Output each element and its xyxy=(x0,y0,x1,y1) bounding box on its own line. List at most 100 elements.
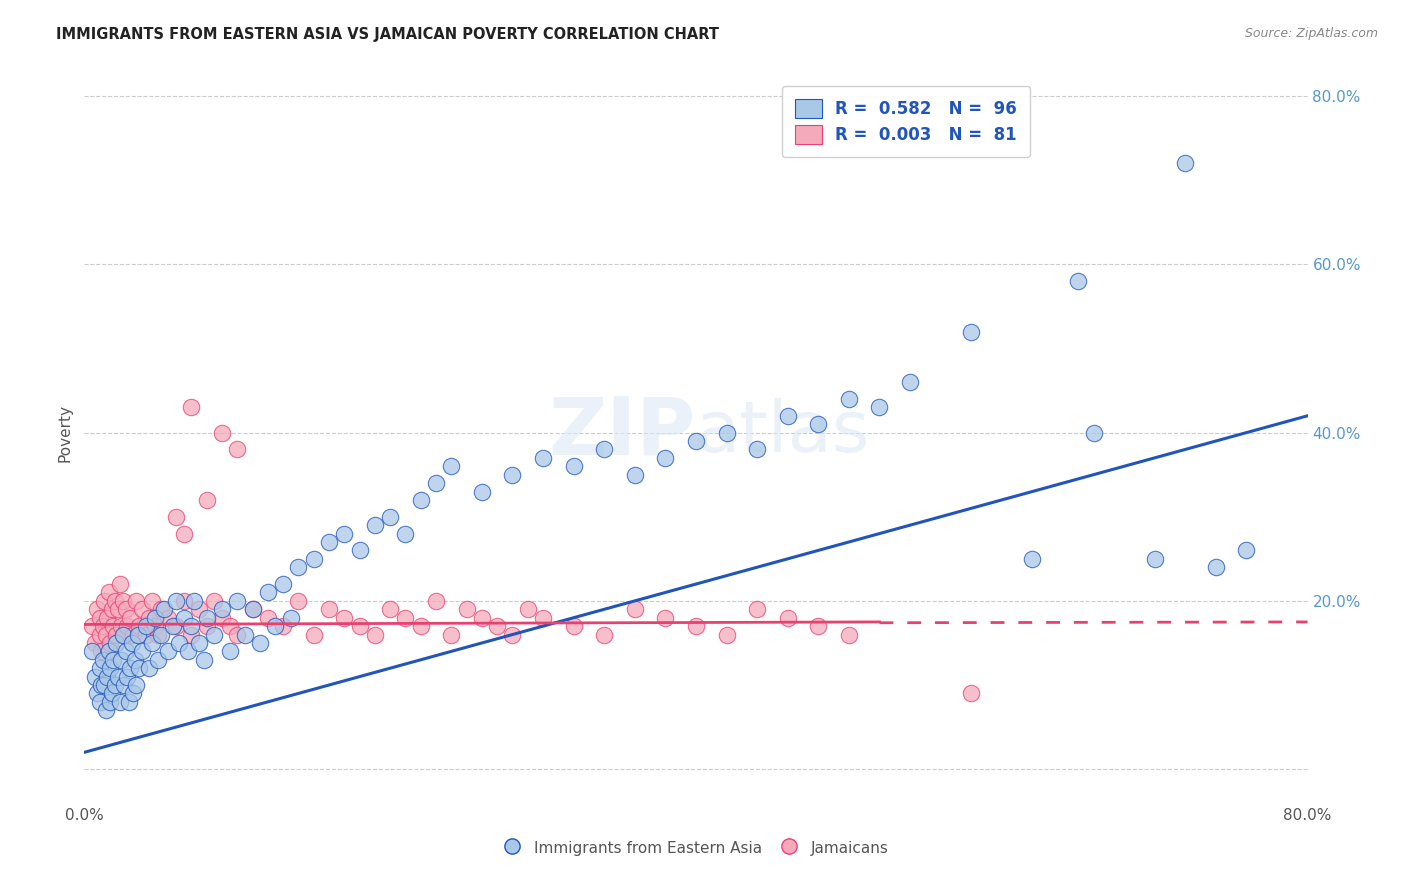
Point xyxy=(502,467,524,482)
Point xyxy=(394,526,416,541)
Point xyxy=(115,619,138,633)
Point xyxy=(173,610,195,624)
Point xyxy=(111,594,134,608)
Point xyxy=(125,594,148,608)
Point xyxy=(776,610,799,624)
Point xyxy=(1236,543,1258,558)
Point xyxy=(98,695,121,709)
Point xyxy=(90,644,112,658)
Text: ZIP: ZIP xyxy=(548,393,696,472)
Point xyxy=(380,602,402,616)
Point xyxy=(120,661,142,675)
Point xyxy=(271,619,294,633)
Point xyxy=(173,526,195,541)
Text: atlas: atlas xyxy=(696,398,870,467)
Point xyxy=(218,619,240,633)
Point xyxy=(807,417,830,432)
Point xyxy=(287,560,309,574)
Point xyxy=(141,636,163,650)
Point xyxy=(177,644,200,658)
Point xyxy=(105,636,128,650)
Point xyxy=(108,695,131,709)
Point xyxy=(593,442,616,457)
Point xyxy=(195,619,218,633)
Point xyxy=(716,627,738,641)
Point xyxy=(531,610,554,624)
Point xyxy=(271,577,294,591)
Point xyxy=(226,594,249,608)
Point xyxy=(80,619,103,633)
Point xyxy=(1143,551,1166,566)
Point xyxy=(180,627,202,641)
Point xyxy=(91,653,114,667)
Point xyxy=(218,644,240,658)
Point xyxy=(188,636,211,650)
Point xyxy=(93,594,115,608)
Point xyxy=(349,619,371,633)
Point xyxy=(103,653,125,667)
Point xyxy=(146,653,169,667)
Point xyxy=(118,695,141,709)
Point xyxy=(685,434,707,448)
Point xyxy=(94,703,117,717)
Point xyxy=(89,661,111,675)
Point xyxy=(93,678,115,692)
Point xyxy=(131,644,153,658)
Point xyxy=(380,509,402,524)
Y-axis label: Poverty: Poverty xyxy=(58,403,73,462)
Point xyxy=(593,627,616,641)
Point xyxy=(211,602,233,616)
Point xyxy=(471,610,494,624)
Point xyxy=(98,636,121,650)
Point xyxy=(486,619,509,633)
Point xyxy=(115,670,138,684)
Point xyxy=(104,594,127,608)
Point xyxy=(157,644,180,658)
Point xyxy=(86,602,108,616)
Point xyxy=(122,686,145,700)
Point xyxy=(84,670,107,684)
Point xyxy=(1174,156,1197,170)
Point xyxy=(104,678,127,692)
Point xyxy=(280,610,302,624)
Point xyxy=(716,425,738,440)
Point xyxy=(128,619,150,633)
Point xyxy=(287,594,309,608)
Point xyxy=(94,627,117,641)
Point xyxy=(188,602,211,616)
Point xyxy=(96,670,118,684)
Point xyxy=(318,602,340,616)
Point xyxy=(183,594,205,608)
Point xyxy=(114,602,136,616)
Point xyxy=(1083,425,1105,440)
Point xyxy=(128,661,150,675)
Point xyxy=(131,602,153,616)
Text: IMMIGRANTS FROM EASTERN ASIA VS JAMAICAN POVERTY CORRELATION CHART: IMMIGRANTS FROM EASTERN ASIA VS JAMAICAN… xyxy=(56,27,720,42)
Point xyxy=(195,492,218,507)
Point xyxy=(138,610,160,624)
Point xyxy=(90,678,112,692)
Point xyxy=(202,627,225,641)
Point xyxy=(1067,274,1090,288)
Point xyxy=(96,610,118,624)
Point xyxy=(122,627,145,641)
Point xyxy=(333,526,356,541)
Point xyxy=(91,619,114,633)
Point xyxy=(211,610,233,624)
Point xyxy=(146,627,169,641)
Point xyxy=(249,636,271,650)
Point xyxy=(211,425,233,440)
Point xyxy=(180,619,202,633)
Point xyxy=(869,401,891,415)
Point xyxy=(105,627,128,641)
Point xyxy=(807,619,830,633)
Point xyxy=(654,610,676,624)
Point xyxy=(202,594,225,608)
Point xyxy=(302,627,325,641)
Point xyxy=(103,619,125,633)
Legend: Immigrants from Eastern Asia, Jamaicans: Immigrants from Eastern Asia, Jamaicans xyxy=(498,834,894,862)
Point xyxy=(333,610,356,624)
Point xyxy=(162,619,184,633)
Point xyxy=(98,661,121,675)
Point xyxy=(776,409,799,423)
